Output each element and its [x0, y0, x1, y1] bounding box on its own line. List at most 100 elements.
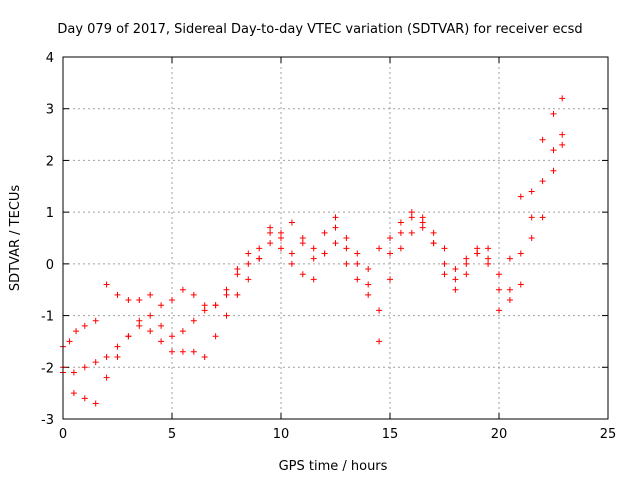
data-point — [310, 255, 317, 262]
data-point — [278, 245, 284, 252]
grid-lines — [63, 57, 608, 419]
data-point — [463, 255, 470, 262]
x-tick-label: 10 — [273, 427, 290, 442]
x-tick-label: 25 — [600, 427, 617, 442]
data-point — [441, 245, 448, 252]
data-point — [288, 219, 295, 226]
data-point — [408, 229, 415, 236]
data-point — [430, 240, 437, 247]
data-point — [430, 229, 437, 236]
data-point — [408, 214, 415, 221]
data-point — [517, 250, 524, 257]
data-point — [81, 395, 88, 402]
data-point — [332, 240, 339, 247]
data-point — [179, 328, 186, 335]
data-point — [66, 338, 73, 345]
chart-title: Day 079 of 2017, Sidereal Day-to-day VTE… — [57, 22, 582, 37]
data-point — [81, 322, 88, 329]
data-point — [190, 291, 197, 298]
data-point — [387, 250, 393, 257]
axis-ticks: 0 5 10 15 20 25 -3 -2 -1 0 1 2 3 4 — [41, 51, 616, 442]
data-point — [114, 343, 121, 350]
data-point — [485, 245, 492, 252]
data-point — [299, 235, 306, 241]
data-point — [103, 374, 110, 381]
data-point — [517, 281, 524, 288]
data-point — [354, 276, 361, 283]
data-point — [408, 209, 415, 216]
data-point — [147, 291, 154, 298]
data-point — [158, 302, 165, 309]
y-tick-label: -2 — [41, 361, 54, 376]
data-point — [539, 178, 546, 185]
data-point — [343, 260, 350, 267]
series-track-b — [60, 131, 566, 407]
data-point — [125, 297, 132, 304]
data-point — [354, 250, 361, 257]
data-points — [60, 95, 566, 407]
data-point — [201, 353, 208, 360]
data-point — [169, 297, 175, 304]
data-point — [201, 302, 208, 309]
data-point — [474, 250, 481, 257]
data-point — [288, 250, 295, 257]
data-point — [299, 240, 306, 247]
data-point — [223, 291, 230, 298]
data-point — [136, 322, 143, 329]
data-point — [376, 307, 383, 314]
data-point — [288, 260, 295, 267]
data-point — [397, 245, 404, 252]
x-tick-label: 0 — [59, 427, 67, 442]
data-point — [365, 266, 372, 273]
y-tick-label: 4 — [46, 51, 54, 66]
data-point — [179, 286, 186, 293]
data-point — [70, 369, 77, 376]
data-point — [463, 260, 470, 267]
data-point — [278, 235, 284, 241]
data-point — [92, 400, 99, 407]
data-point — [550, 110, 557, 117]
y-tick-label: -1 — [41, 310, 54, 325]
series-track-a — [60, 95, 566, 350]
x-axis-label: GPS time / hours — [279, 459, 388, 474]
data-point — [506, 255, 513, 262]
data-point — [147, 312, 154, 319]
x-tick-label: 20 — [491, 427, 508, 442]
data-point — [441, 271, 448, 278]
data-point — [397, 229, 404, 236]
data-point — [485, 255, 492, 262]
data-point — [321, 250, 328, 257]
data-point — [158, 322, 165, 329]
data-point — [201, 307, 208, 314]
data-point — [474, 245, 481, 252]
data-point — [179, 348, 186, 355]
data-point — [343, 235, 350, 241]
data-point — [267, 229, 274, 236]
y-tick-label: 1 — [46, 206, 54, 221]
data-point — [387, 276, 393, 283]
data-point — [559, 95, 566, 102]
data-point — [256, 255, 263, 262]
data-point — [354, 260, 361, 267]
data-point — [506, 297, 513, 304]
data-point — [136, 297, 143, 304]
data-point — [387, 235, 393, 241]
data-point — [528, 214, 535, 221]
data-point — [223, 286, 230, 293]
data-point — [169, 333, 175, 340]
data-point — [125, 333, 132, 340]
y-tick-label: 0 — [46, 258, 54, 273]
x-tick-label: 15 — [382, 427, 399, 442]
data-point — [376, 245, 383, 252]
data-point — [103, 353, 110, 360]
data-point — [158, 338, 165, 345]
data-point — [234, 266, 241, 273]
data-point — [245, 250, 252, 257]
data-point — [267, 240, 274, 247]
data-point — [310, 245, 317, 252]
y-tick-label: -3 — [41, 413, 54, 428]
data-point — [190, 317, 197, 324]
data-point — [463, 271, 470, 278]
data-point — [539, 136, 546, 143]
y-tick-label: 3 — [46, 103, 54, 118]
